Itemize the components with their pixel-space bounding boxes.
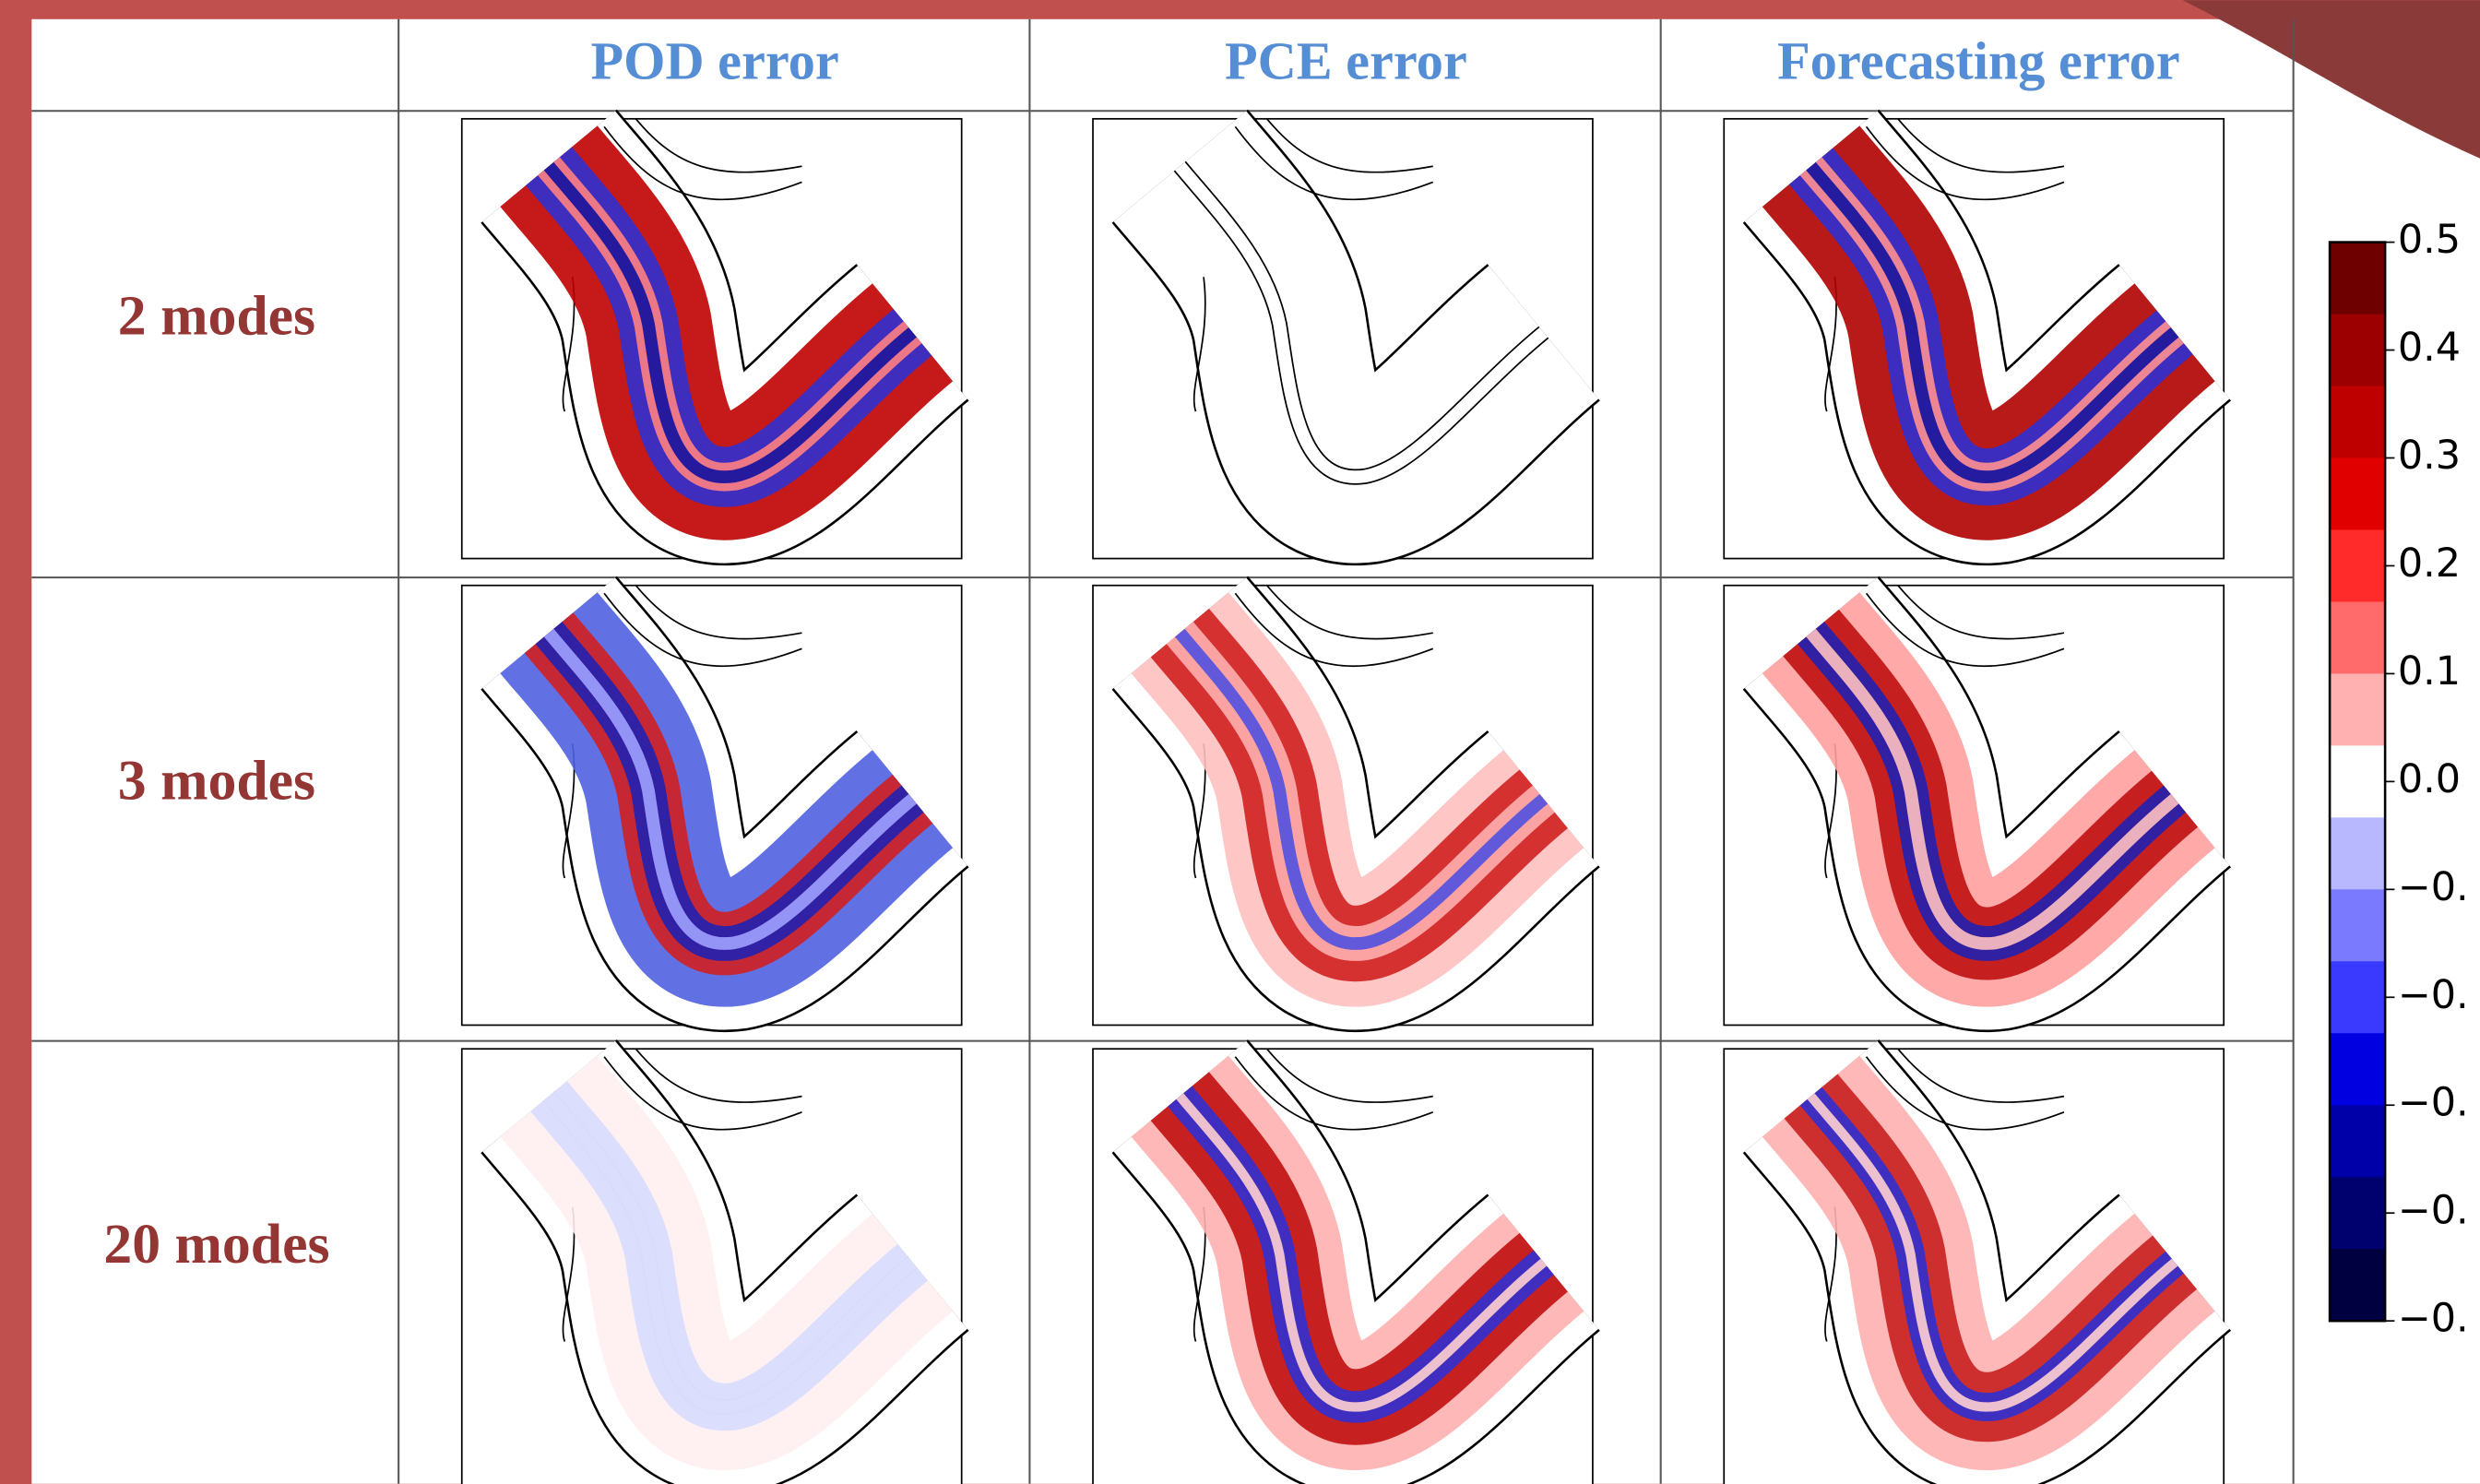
page: POD error PCE error Forecasting error 2 … <box>0 0 2480 1484</box>
row-label: 20 modes <box>103 1213 329 1276</box>
plots <box>462 119 2224 1484</box>
colorbar-band <box>2330 817 2385 890</box>
colorbar-band <box>2330 601 2385 674</box>
colorbar-label: 0.2 <box>2398 540 2461 587</box>
colorbar-band <box>2330 889 2385 962</box>
error-map <box>1093 586 1593 1026</box>
error-map <box>1093 1049 1593 1484</box>
colorbar-band <box>2330 1105 2385 1178</box>
error-map <box>462 586 962 1026</box>
error-map <box>1724 586 2224 1026</box>
colorbar-band <box>2330 1177 2385 1250</box>
colorbar-band <box>2330 243 2385 315</box>
colorbar-band <box>2330 457 2385 530</box>
colorbar-label: 0.0 <box>2398 756 2461 802</box>
colorbar-label: −0. <box>2398 864 2469 910</box>
colorbar-label: −0. <box>2398 972 2469 1018</box>
column-header: Forecasting error <box>1777 31 2180 91</box>
row-label: 3 modes <box>118 750 315 813</box>
slide: POD error PCE error Forecasting error 2 … <box>0 0 2480 1484</box>
colorbar-band <box>2330 961 2385 1034</box>
error-map <box>462 119 962 559</box>
colorbar-band <box>2330 673 2385 746</box>
error-map <box>1093 119 1593 559</box>
colorbar-band <box>2330 1249 2385 1322</box>
colorbar-band <box>2330 386 2385 459</box>
colorbar-band <box>2330 745 2385 818</box>
error-map <box>1724 119 2224 559</box>
colorbar-label: 0.1 <box>2398 648 2461 695</box>
error-map <box>1724 1049 2224 1484</box>
colorbar-label: 0.5 <box>2398 217 2461 263</box>
colorbar-band <box>2330 529 2385 602</box>
colorbar-label: −0. <box>2398 1296 2469 1342</box>
colorbar-band <box>2330 315 2385 387</box>
colorbar-label: 0.3 <box>2398 433 2461 479</box>
error-map <box>462 1049 962 1484</box>
row-label: 2 modes <box>118 285 315 348</box>
column-header: PCE error <box>1225 31 1467 91</box>
colorbar-label: 0.4 <box>2398 325 2461 371</box>
colorbar-label: −0. <box>2398 1188 2469 1234</box>
column-header: POD error <box>591 31 839 91</box>
colorbar-label: −0. <box>2398 1080 2469 1126</box>
colorbar-band <box>2330 1033 2385 1106</box>
